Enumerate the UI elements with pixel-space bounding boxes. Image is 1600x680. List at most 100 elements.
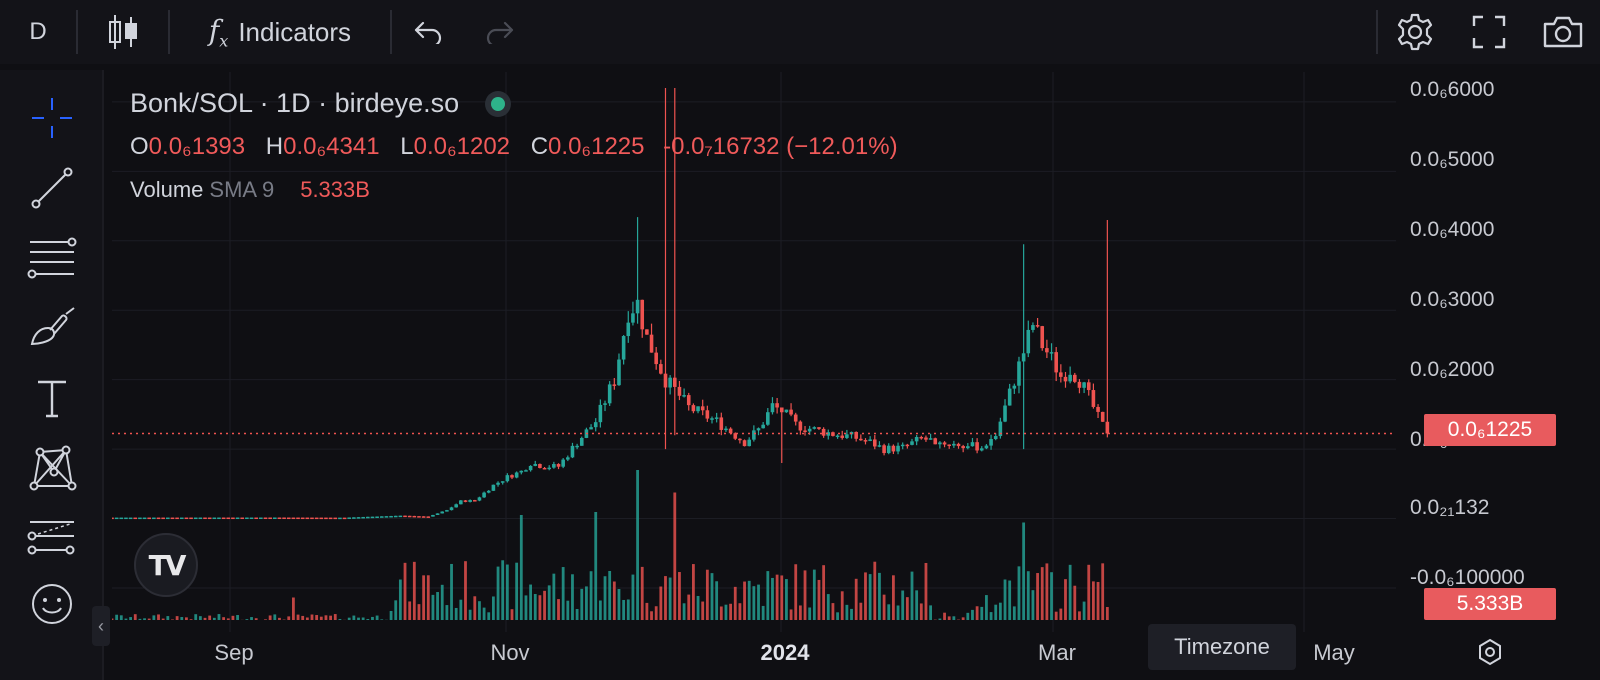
volume-bar [180, 617, 184, 620]
redo-button[interactable] [464, 0, 536, 64]
volume-bar [919, 603, 923, 620]
candle-body [370, 516, 375, 519]
volume-bar [1059, 608, 1063, 620]
volume-legend[interactable]: Volume SMA 9 5.333B [130, 177, 898, 203]
collapse-toolbar-button[interactable]: ‹ [92, 606, 110, 646]
price-scale[interactable]: 0.0₆6000 0.0₆5000 0.0₆4000 0.0₆3000 0.0₆… [1396, 72, 1600, 632]
volume-bar [882, 594, 886, 620]
volume-bar [505, 564, 509, 620]
volume-bar [650, 611, 653, 620]
candle-body [463, 500, 468, 502]
candle-body [286, 517, 291, 520]
volume-bar [682, 603, 686, 620]
time-axis[interactable]: Sep Nov 2024 Mar May [112, 632, 1396, 680]
settings-button[interactable] [1378, 0, 1452, 64]
indicators-button[interactable]: fx Indicators [170, 0, 390, 64]
volume-bar [831, 603, 835, 620]
candle-body [886, 445, 891, 454]
candle-body [212, 517, 217, 520]
candle-body [1068, 374, 1072, 382]
candle-body [738, 438, 742, 441]
volume-bar [1054, 611, 1058, 620]
candle-body [328, 517, 333, 520]
volume-bar [771, 577, 774, 620]
candle-body [561, 459, 565, 467]
fib-tool[interactable] [24, 230, 80, 286]
trend-line-tool[interactable] [24, 160, 80, 216]
chart-type-button[interactable] [78, 0, 168, 64]
candle-body [175, 517, 179, 520]
candle-body [542, 467, 547, 470]
candle-body [933, 438, 938, 445]
screenshot-button[interactable] [1526, 0, 1600, 64]
volume-bar [250, 617, 253, 620]
volume-bar [557, 599, 560, 620]
volume-bar [947, 616, 951, 620]
candle-body [124, 517, 128, 520]
forecast-icon [27, 521, 75, 555]
scale-settings-button[interactable] [1468, 634, 1512, 670]
candle-body [710, 418, 714, 420]
volume-bar [524, 595, 528, 620]
crosshair-tool[interactable] [24, 90, 80, 146]
market-status-icon[interactable] [485, 90, 512, 117]
symbol-title[interactable]: Bonk/SOL · 1D · birdeye.so [130, 88, 460, 118]
candle-body [1045, 348, 1049, 353]
candle-body [421, 516, 426, 518]
candle-body [352, 517, 356, 519]
volume-bar [1078, 611, 1081, 620]
timezone-button[interactable]: Timezone [1148, 624, 1296, 670]
chart-pane[interactable]: Bonk/SOL · 1D · birdeye.so O0.0₆1393 H0.… [112, 72, 1600, 680]
candle-body [128, 517, 133, 520]
candle-body [779, 407, 784, 413]
candle-body [1100, 411, 1105, 422]
volume-bar [333, 614, 337, 620]
fx-icon: fx [208, 13, 229, 51]
candle-body [491, 484, 496, 491]
volume-bar [254, 618, 258, 620]
candle-body [240, 517, 245, 520]
volume-value: 5.333B [300, 177, 370, 202]
forecast-tool[interactable] [24, 510, 80, 566]
volume-bar [589, 571, 593, 620]
time-label: May [1313, 640, 1355, 665]
brush-tool[interactable] [24, 300, 80, 356]
volume-bar [696, 595, 700, 620]
volume-bar [1012, 606, 1016, 620]
price-label: 0.0₆2000 [1410, 358, 1495, 381]
fullscreen-button[interactable] [1452, 0, 1526, 64]
emoji-tool[interactable] [24, 576, 80, 632]
volume-bar [133, 614, 137, 620]
candle-body [147, 517, 152, 520]
tradingview-logo[interactable]: TV [134, 533, 198, 597]
volume-bar [761, 605, 765, 620]
candle-body [198, 517, 203, 520]
volume-bar [729, 603, 733, 620]
volume-bar [691, 564, 695, 620]
candle-body [900, 444, 905, 447]
volume-bar [264, 619, 267, 620]
candle-body [179, 517, 184, 520]
text-tool[interactable] [24, 370, 80, 426]
volume-bar [1050, 572, 1053, 620]
volume-bar [575, 608, 579, 620]
volume-bar [822, 565, 826, 620]
candle-body [310, 517, 314, 520]
volume-bar [152, 615, 156, 620]
interval-button[interactable]: D [0, 0, 76, 64]
volume-bar [478, 601, 481, 620]
volume-bar [1105, 607, 1109, 620]
volume-bar [864, 572, 867, 620]
candle-body [956, 443, 961, 447]
undo-button[interactable] [392, 0, 464, 64]
candle-body [528, 465, 533, 471]
volume-bar [998, 602, 1002, 620]
pattern-tool[interactable] [24, 440, 80, 496]
candle-body [896, 445, 900, 452]
chevron-left-icon: ‹ [98, 615, 104, 636]
candle-body [226, 517, 231, 520]
candle-body [756, 428, 761, 431]
candle-body [1021, 353, 1026, 362]
time-label: Sep [214, 640, 254, 665]
candle-body [714, 417, 719, 419]
